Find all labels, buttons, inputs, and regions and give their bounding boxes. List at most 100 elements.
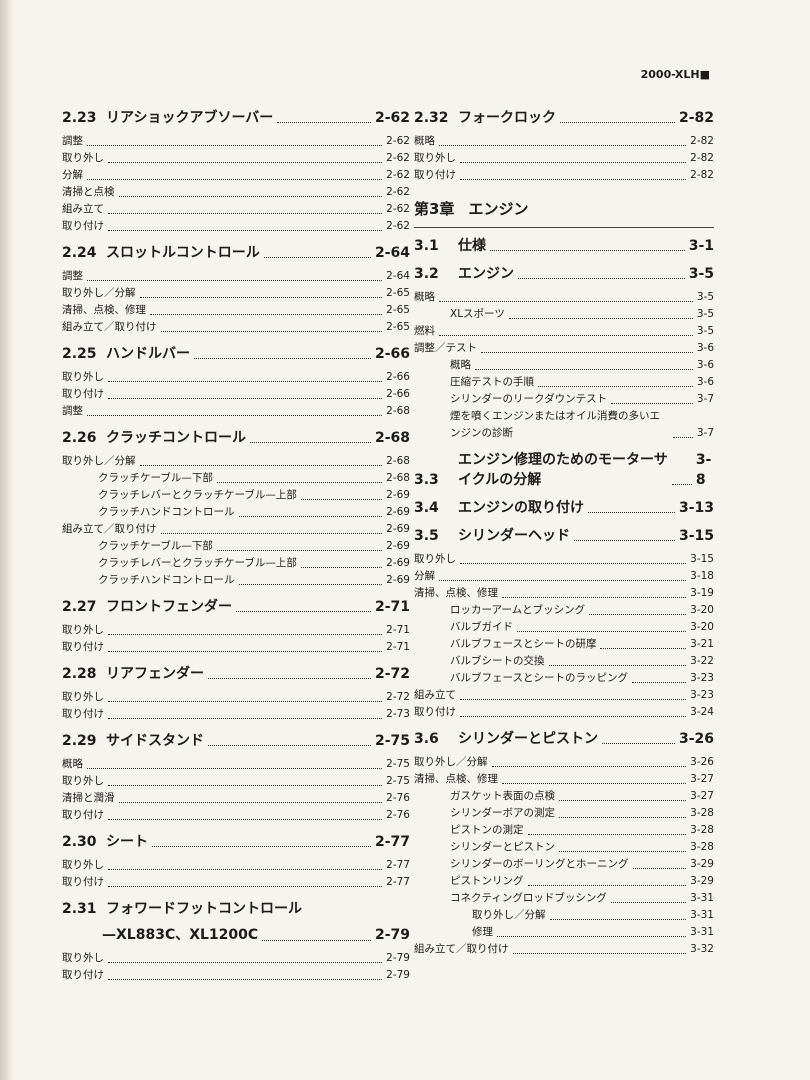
- dot-leader: [108, 785, 383, 786]
- section-title: シリンダーとピストン: [458, 731, 598, 747]
- section-title-wrap: エンジン 3-5: [458, 264, 714, 284]
- entry-text: 煙を噴くエンジンまたはオイル消費の多いエンジンの診断: [450, 410, 660, 439]
- entry-text: 取り外し: [414, 152, 456, 164]
- toc-entry: シリンダーのリークダウンテスト 3-7: [414, 391, 714, 408]
- dot-leader: [87, 415, 383, 416]
- toc-entry: 修理 3-31: [414, 924, 714, 941]
- entry-text: 取り外し／分解: [62, 455, 136, 467]
- entry-text: ピストンの測定: [450, 824, 524, 836]
- entry-text: 概略: [62, 758, 83, 770]
- section-number: 3.1: [414, 238, 439, 254]
- dot-leader: [108, 162, 383, 163]
- entry-page: 3-23: [690, 689, 714, 701]
- entry-page: 2-62: [386, 152, 410, 164]
- dot-leader: [216, 482, 383, 483]
- entry-text: 取り外し: [62, 691, 104, 703]
- dot-leader: [491, 766, 687, 767]
- section-heading: 2.32 フォークロック 2-82: [414, 108, 714, 128]
- entry-text: バルブフェースとシートの研摩: [450, 638, 597, 650]
- entry-page: 3-22: [690, 655, 714, 667]
- toc-section: 2.31 フォワードフットコントロール —XL883C、XL1200C 2-79 取り外…: [62, 899, 410, 984]
- toc-entry: 取り外し 2-72: [62, 689, 410, 706]
- entry-page: 3-28: [690, 841, 714, 853]
- dot-leader: [460, 699, 687, 700]
- toc-section: 2.30 シート 2-77 取り外し 2-77 取り付け 2-77: [62, 832, 410, 891]
- dot-leader: [108, 819, 383, 820]
- toc-entry: クラッチハンドコントロール 2-69: [62, 572, 410, 589]
- entry-text: 取り外し: [414, 553, 456, 565]
- dot-leader: [512, 953, 687, 954]
- dot-leader: [518, 278, 685, 279]
- entry-text: シリンダーのリークダウンテスト: [450, 393, 608, 405]
- section-number: 2.26: [62, 430, 97, 446]
- section-title: エンジン: [458, 266, 514, 282]
- dot-leader: [497, 936, 687, 937]
- dot-leader: [671, 484, 692, 485]
- section-title: スロットルコントロール: [106, 245, 260, 261]
- entry-text: 取り付け: [62, 220, 104, 232]
- entry-page: 2-62: [386, 169, 410, 181]
- entry-page: 2-82: [690, 135, 714, 147]
- toc-entry: ピストンの測定 3-28: [414, 822, 714, 839]
- entry-text: 組み立て: [62, 203, 104, 215]
- entry-page: 2-77: [386, 859, 410, 871]
- toc-entry: 取り外し 2-66: [62, 369, 410, 386]
- entry-page: 3-5: [696, 308, 714, 320]
- section-number: 3.6: [414, 731, 439, 747]
- entry-text: 取り外し: [62, 624, 104, 636]
- section-number: 2.28: [62, 666, 97, 682]
- section-page: 2-82: [678, 110, 714, 126]
- section-heading: 3.1 仕様 3-1: [414, 236, 714, 256]
- section-title-wrap: リアショックアブソーバー 2-62: [106, 108, 410, 128]
- toc-entry: 組み立て／取り付け 3-32: [414, 941, 714, 958]
- section-title: リアショックアブソーバー: [106, 110, 274, 126]
- entry-page: 3-29: [690, 858, 714, 870]
- entry-text: 清掃、点検、修理: [62, 304, 146, 316]
- page-edge: [0, 0, 14, 1080]
- entry-text: 取り外し: [62, 152, 104, 164]
- toc-entry: 取り外し／分解 3-31: [414, 907, 714, 924]
- dot-leader: [460, 563, 687, 564]
- entry-page: 3-20: [690, 604, 714, 616]
- dot-leader: [216, 550, 383, 551]
- section-title: フロントフェンダー: [106, 599, 232, 615]
- toc-entry: 取り外し 2-77: [62, 857, 410, 874]
- toc-entry: 取り外し 3-15: [414, 551, 714, 568]
- toc-entry: 取り付け 2-62: [62, 218, 410, 235]
- dot-leader: [108, 398, 383, 399]
- entry-page: 2-71: [386, 641, 410, 653]
- toc-entry: 調整 2-62: [62, 133, 410, 150]
- entry-text: 取り付け: [62, 809, 104, 821]
- section-title: エンジン修理のためのモーターサイクルの分解: [458, 452, 668, 488]
- entry-page: 3-31: [690, 926, 714, 938]
- entry-text: クラッチケーブル—下部: [98, 472, 213, 484]
- dot-leader: [631, 682, 687, 683]
- entry-text: 取り付け: [62, 969, 104, 981]
- entry-text: 取り外し: [62, 775, 104, 787]
- toc-section: 3.1 仕様 3-1: [414, 236, 714, 256]
- entry-page: 2-66: [386, 371, 410, 383]
- dot-leader: [194, 358, 371, 359]
- section-heading: 3.3 エンジン修理のためのモーターサイクルの分解 3-8: [414, 450, 714, 490]
- section-title: エンジンの取り付け: [458, 500, 584, 516]
- section-number: 2.25: [62, 346, 97, 362]
- section-title-wrap: クラッチコントロール 2-68: [106, 428, 410, 448]
- dot-leader: [502, 597, 687, 598]
- section-heading: 3.2 エンジン 3-5: [414, 264, 714, 284]
- section-title: シート: [106, 834, 148, 850]
- toc-entry: 分解 3-18: [414, 568, 714, 585]
- dot-leader: [160, 331, 383, 332]
- toc-entry: 組み立て 3-23: [414, 687, 714, 704]
- dot-leader: [439, 580, 687, 581]
- dot-leader: [574, 540, 675, 541]
- chapter-label: 第3章: [414, 200, 455, 218]
- entry-page: 2-62: [386, 135, 410, 147]
- dot-leader: [118, 802, 383, 803]
- section-number: 3.3: [414, 472, 439, 488]
- section-page: 2-64: [374, 245, 410, 261]
- toc-entry: シリンダーボアの測定 3-28: [414, 805, 714, 822]
- dot-leader: [108, 962, 383, 963]
- dot-leader: [527, 885, 687, 886]
- toc-section: 2.32 フォークロック 2-82 概略 2-82 取り外し 2-82 取り付け 2-82: [414, 108, 714, 184]
- entry-page: 2-69: [386, 506, 410, 518]
